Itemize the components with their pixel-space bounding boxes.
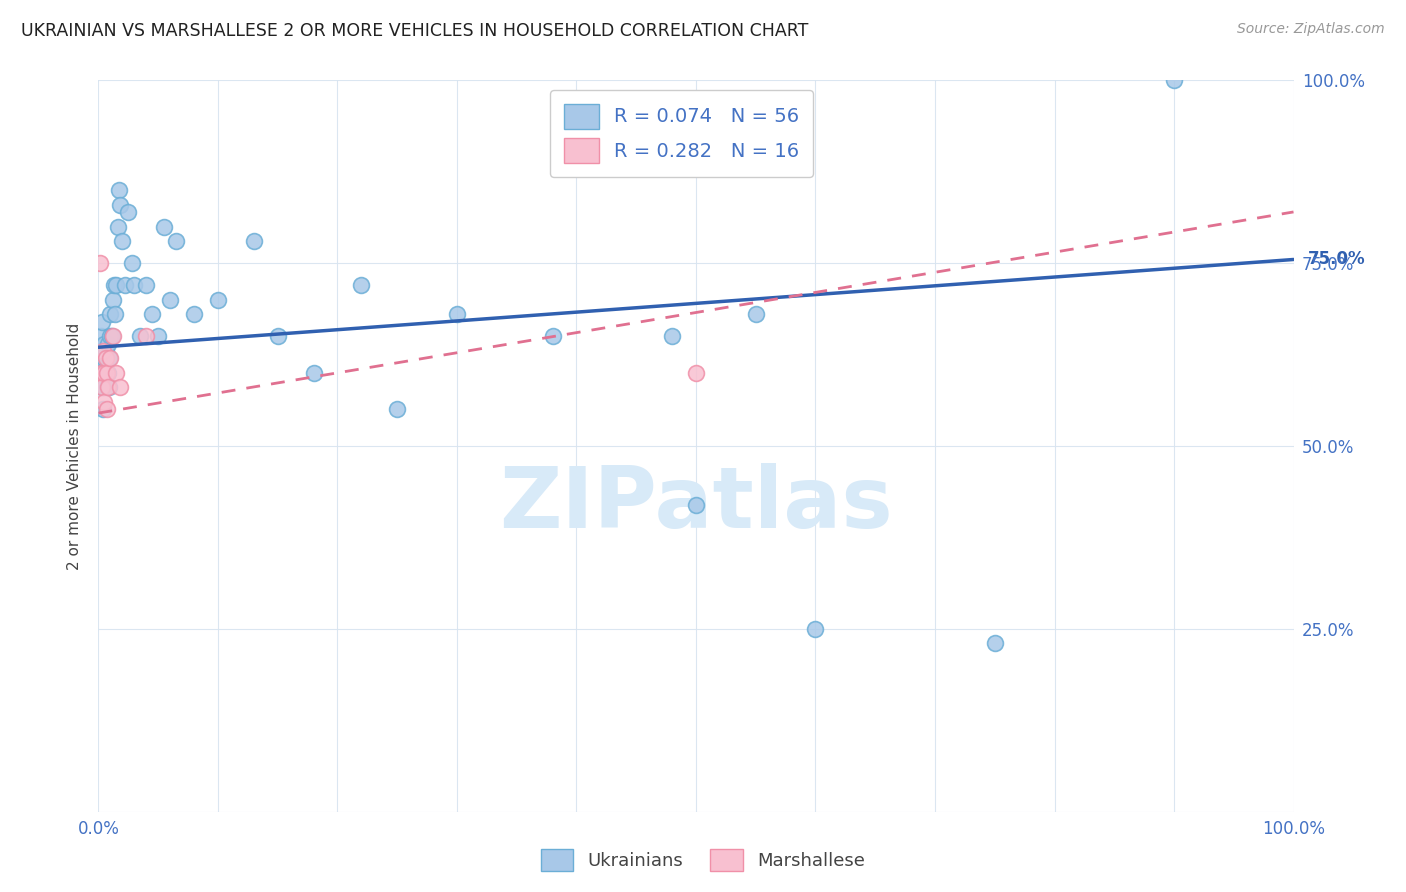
Point bbox=[111, 234, 134, 248]
Point bbox=[93, 395, 115, 409]
Point bbox=[107, 219, 129, 234]
Point bbox=[97, 336, 120, 351]
Point bbox=[108, 197, 131, 211]
Point bbox=[93, 366, 115, 380]
Point bbox=[98, 351, 121, 366]
Point bbox=[91, 402, 114, 417]
Point bbox=[98, 351, 122, 366]
Point bbox=[96, 366, 118, 380]
Point bbox=[804, 622, 827, 636]
Point bbox=[91, 343, 114, 358]
Point bbox=[94, 366, 117, 380]
Point bbox=[96, 380, 118, 394]
Point bbox=[685, 366, 707, 380]
Point bbox=[148, 329, 170, 343]
Point bbox=[93, 336, 115, 351]
Point bbox=[90, 366, 112, 380]
Legend: Ukrainians, Marshallese: Ukrainians, Marshallese bbox=[533, 842, 873, 879]
Point bbox=[100, 329, 122, 343]
Point bbox=[107, 183, 129, 197]
Point bbox=[661, 329, 683, 343]
Point bbox=[91, 366, 114, 380]
Point bbox=[101, 329, 124, 343]
Point bbox=[267, 329, 290, 343]
Point bbox=[114, 278, 136, 293]
Point bbox=[91, 315, 114, 329]
Point bbox=[135, 278, 157, 293]
Point bbox=[94, 351, 117, 366]
Point bbox=[97, 380, 120, 394]
Point bbox=[98, 329, 122, 343]
Text: Source: ZipAtlas.com: Source: ZipAtlas.com bbox=[1237, 22, 1385, 37]
Point bbox=[541, 329, 564, 343]
Point bbox=[159, 293, 181, 307]
Point bbox=[89, 351, 111, 366]
Point bbox=[124, 278, 146, 293]
Text: ZIPatlas: ZIPatlas bbox=[499, 463, 893, 546]
Point bbox=[350, 278, 373, 293]
Point bbox=[108, 380, 131, 394]
Point bbox=[90, 366, 112, 380]
Point bbox=[90, 329, 112, 343]
Y-axis label: 2 or more Vehicles in Household: 2 or more Vehicles in Household bbox=[67, 322, 83, 570]
Point bbox=[91, 343, 114, 358]
Point bbox=[1163, 73, 1185, 87]
Point bbox=[165, 234, 187, 248]
Point bbox=[984, 636, 1007, 650]
Point bbox=[129, 329, 152, 343]
Point bbox=[207, 293, 229, 307]
Point bbox=[89, 256, 111, 270]
Text: UKRAINIAN VS MARSHALLESE 2 OR MORE VEHICLES IN HOUSEHOLD CORRELATION CHART: UKRAINIAN VS MARSHALLESE 2 OR MORE VEHIC… bbox=[21, 22, 808, 40]
Point bbox=[302, 366, 325, 380]
Point bbox=[243, 234, 266, 248]
Point bbox=[105, 278, 128, 293]
Point bbox=[105, 366, 128, 380]
Point bbox=[91, 380, 114, 394]
Point bbox=[121, 256, 143, 270]
Text: 75.0%: 75.0% bbox=[1308, 251, 1365, 268]
Point bbox=[93, 380, 115, 394]
Point bbox=[96, 402, 118, 417]
Point bbox=[141, 307, 163, 321]
Point bbox=[385, 402, 409, 417]
Point bbox=[97, 366, 120, 380]
Point bbox=[101, 293, 124, 307]
Point bbox=[685, 498, 707, 512]
Point bbox=[103, 278, 125, 293]
Point bbox=[135, 329, 157, 343]
Point bbox=[446, 307, 468, 321]
Point bbox=[98, 307, 122, 321]
Point bbox=[745, 307, 768, 321]
Point bbox=[104, 307, 127, 321]
Point bbox=[183, 307, 205, 321]
Point bbox=[98, 380, 121, 394]
Point bbox=[94, 343, 117, 358]
Point bbox=[117, 205, 139, 219]
Point bbox=[91, 380, 114, 394]
Point bbox=[93, 351, 115, 366]
Point bbox=[96, 351, 118, 366]
Legend: R = 0.074   N = 56, R = 0.282   N = 16: R = 0.074 N = 56, R = 0.282 N = 16 bbox=[550, 90, 813, 177]
Point bbox=[153, 219, 176, 234]
